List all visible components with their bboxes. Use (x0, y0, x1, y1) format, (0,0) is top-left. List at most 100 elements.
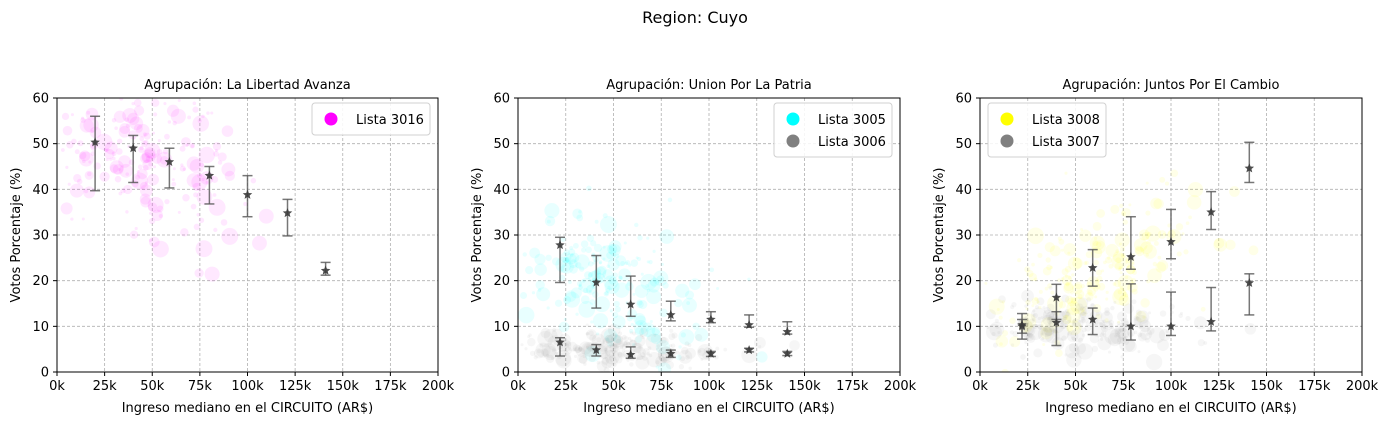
scatter-point (1094, 295, 1098, 299)
scatter-point (1141, 232, 1150, 241)
scatter-point (634, 284, 649, 298)
scatter-point (1108, 323, 1114, 329)
scatter-point (640, 272, 644, 276)
scatter-point (585, 284, 596, 295)
scatter-point (1071, 336, 1076, 341)
scatter-point (1103, 320, 1113, 330)
scatter-point (67, 182, 71, 186)
scatter-point (1138, 319, 1152, 333)
scatter-point (1078, 312, 1090, 324)
scatter-point (1108, 319, 1114, 326)
scatter-point (1159, 310, 1167, 317)
scatter-point (1213, 238, 1225, 249)
y-tick-label: 40 (955, 183, 972, 198)
binned-mean-marker (782, 348, 793, 358)
x-tick-label: 25k (554, 379, 579, 394)
scatter-point (1037, 324, 1043, 330)
scatter-point (636, 299, 643, 306)
scatter-point (572, 208, 583, 219)
scatter-point (619, 344, 624, 349)
scatter-point (1114, 232, 1130, 248)
scatter-point (131, 93, 134, 96)
scatter-point (678, 345, 682, 349)
scatter-point (635, 256, 639, 260)
scatter-point (988, 298, 1005, 315)
x-tick-label: 175k (374, 379, 407, 394)
scatter-point (1135, 310, 1147, 323)
scatter-point (1165, 330, 1169, 334)
scatter-point (1119, 203, 1124, 209)
scatter-point (585, 323, 589, 327)
scatter-point (607, 323, 621, 337)
scatter-point (156, 205, 164, 213)
scatter-point (1119, 270, 1123, 275)
scatter-point (1132, 270, 1137, 275)
scatter-point (86, 110, 91, 115)
scatter-point (653, 270, 669, 286)
y-tick-label: 10 (32, 320, 49, 335)
scatter-point (192, 106, 199, 113)
scatter-point (1140, 298, 1150, 308)
x-tick-label: 125k (1203, 379, 1236, 394)
scatter-point (614, 333, 619, 337)
binned-mean-marker (164, 156, 175, 166)
scatter-point (546, 219, 551, 224)
scatter-point (647, 279, 661, 293)
scatter-point (624, 341, 628, 345)
scatter-point (1066, 320, 1082, 336)
scatter-point (590, 320, 594, 324)
scatter-point (136, 123, 150, 138)
scatter-point (675, 350, 680, 355)
scatter-point (540, 348, 549, 357)
x-tick-label: 0k (510, 379, 526, 394)
scatter-point (1010, 305, 1015, 310)
scatter-point (1041, 326, 1053, 337)
scatter-point (533, 348, 545, 359)
scatter-point (574, 346, 581, 354)
scatter-point (1105, 256, 1113, 264)
scatter-point (1049, 245, 1061, 257)
scatter-point (189, 142, 196, 149)
scatter-point (622, 341, 628, 347)
scatter-point (172, 167, 176, 171)
binned-mean-marker (1166, 236, 1176, 246)
scatter-point (638, 299, 648, 310)
scatter-point (588, 261, 594, 267)
scatter-point (992, 342, 999, 348)
scatter-point (1045, 257, 1051, 263)
legend-marker (1000, 134, 1014, 148)
scatter-point (192, 182, 201, 192)
scatter-point (1155, 261, 1167, 273)
scatter-point (1064, 274, 1068, 278)
scatter-point (537, 330, 554, 347)
scatter-point (713, 354, 719, 360)
scatter-point (177, 98, 181, 103)
scatter-point (252, 235, 267, 251)
scatter-point (578, 346, 583, 351)
scatter-point (597, 345, 601, 349)
scatter-point (585, 331, 590, 336)
x-axis-label: Ingreso mediano en el CIRCUITO (AR$) (583, 401, 835, 416)
scatter-point (604, 334, 614, 344)
scatter-point (1118, 242, 1122, 246)
binned-mean-marker (1126, 251, 1136, 261)
scatter-point (565, 253, 577, 265)
scatter-point (590, 240, 597, 247)
scatter-point (1089, 333, 1100, 344)
scatter-point (608, 344, 612, 349)
scatter-point (1107, 256, 1111, 260)
scatter-point (605, 287, 610, 293)
scatter-point (612, 272, 618, 279)
scatter-point (592, 313, 609, 329)
scatter-point (554, 349, 572, 367)
scatter-point (569, 245, 574, 251)
scatter-point (601, 340, 605, 344)
scatter-point (1049, 265, 1053, 270)
scatter-point (1117, 311, 1128, 322)
scatter-point (1183, 249, 1189, 255)
scatter-point (190, 144, 195, 148)
scatter-point (655, 347, 661, 352)
y-tick-label: 0 (41, 366, 49, 381)
scatter-point (105, 148, 109, 153)
scatter-point (1048, 316, 1052, 321)
